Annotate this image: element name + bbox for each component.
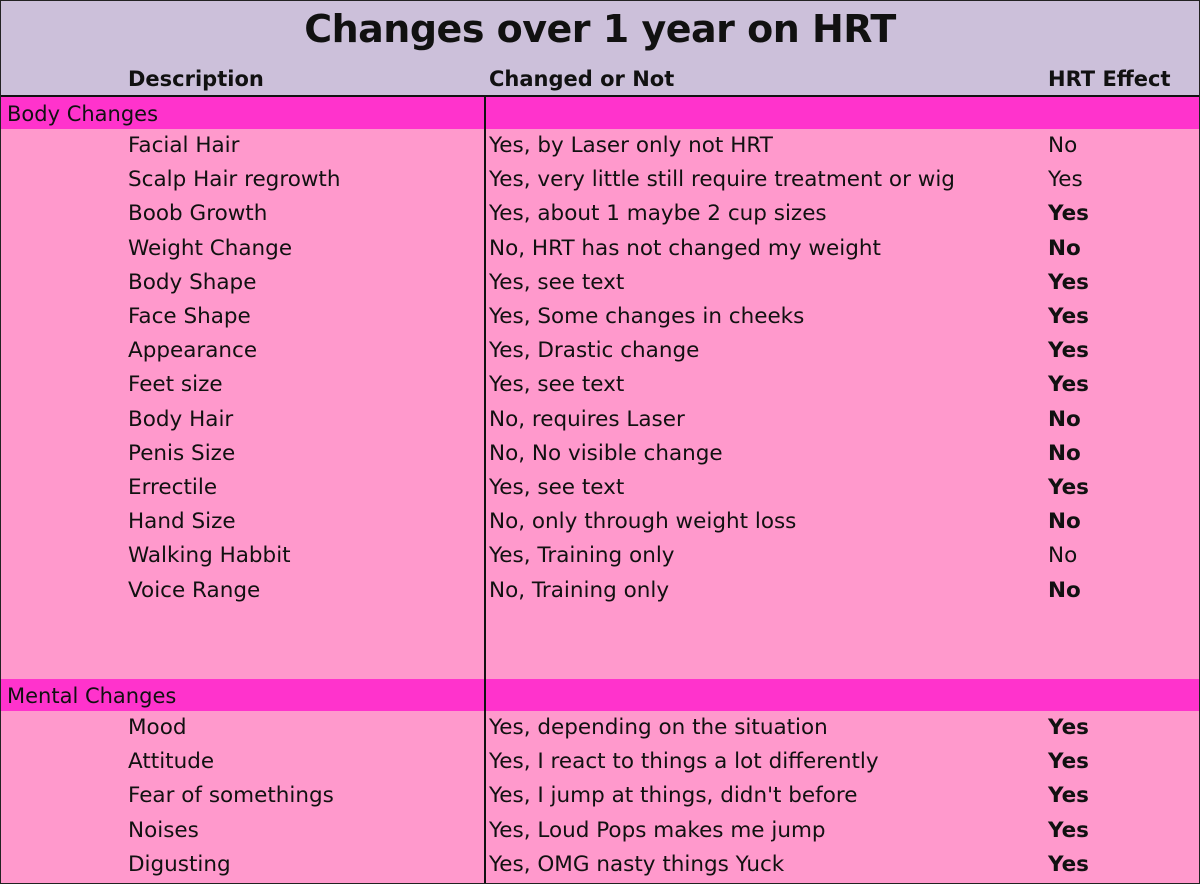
description-cell: Facial Hair: [128, 133, 240, 158]
changed-cell: No, only through weight loss: [489, 509, 797, 535]
description-cell: Boob Growth: [128, 201, 268, 227]
table-row: Digusting Yes, OMG nasty things Yuck Yes: [1, 850, 1199, 883]
description-cell: Attitude: [128, 749, 215, 775]
effect-cell: Yes: [1048, 338, 1089, 364]
table-row: Appearance Yes, Drastic change Yes: [1, 336, 1199, 370]
changed-cell: Yes, I react to things a lot differently: [489, 749, 879, 775]
changed-cell: Yes, see text: [489, 475, 625, 500]
section-label: Body Changes: [7, 102, 159, 126]
effect-cell: Yes: [1048, 269, 1089, 295]
description-cell: Penis Size: [128, 440, 236, 466]
description-cell: Face Shape: [128, 304, 251, 329]
table-row: Fear of somethings Yes, I jump at things,…: [1, 781, 1199, 815]
table-row: Facial Hair Yes, by Laser only not HRT No: [1, 131, 1199, 165]
description-cell: Body Shape: [128, 269, 257, 295]
description-cell: Fear of somethings: [128, 783, 334, 809]
description-cell: Mood: [128, 715, 187, 740]
table-row: Penis Size No, No visible change No: [1, 439, 1199, 473]
table-row: Mood Yes, depending on the situation Yes: [1, 713, 1199, 747]
table-row: Noises Yes, Loud Pops makes me jump Yes: [1, 816, 1199, 850]
changed-cell: Yes, Loud Pops makes me jump: [489, 817, 826, 843]
effect-cell: Yes: [1048, 475, 1089, 500]
effect-cell: Yes: [1048, 304, 1089, 329]
changed-cell: No, requires Laser: [489, 406, 685, 432]
table-row: Face Shape Yes, Some changes in cheeks Yes: [1, 302, 1199, 336]
effect-cell: Yes: [1048, 783, 1089, 809]
changed-cell: Yes, very little still require treatment…: [489, 167, 955, 193]
column-header-changed: Changed or Not: [489, 67, 675, 91]
changed-cell: Yes, about 1 maybe 2 cup sizes: [489, 201, 827, 227]
description-cell: Feet size: [128, 372, 223, 398]
changed-cell: No, Training only: [489, 577, 670, 603]
changed-cell: Yes, Drastic change: [489, 338, 700, 364]
changed-cell: Yes, Training only: [489, 543, 675, 569]
changed-cell: Yes, see text: [489, 372, 625, 398]
description-cell: Walking Habbit: [128, 543, 291, 569]
table-row: Walking Habbit Yes, Training only No: [1, 541, 1199, 575]
effect-cell: Yes: [1048, 167, 1083, 193]
column-header-effect: HRT Effect: [1048, 67, 1171, 91]
table-row: Attitude Yes, I react to things a lot dif…: [1, 747, 1199, 781]
effect-cell: No: [1048, 406, 1081, 432]
changed-cell: Yes, I jump at things, didn't before: [489, 783, 858, 809]
table-row: Scalp Hair regrowth Yes, very little stil…: [1, 165, 1199, 199]
effect-cell: Yes: [1048, 372, 1089, 398]
section-band: Body Changes: [1, 97, 1199, 129]
effect-cell: No: [1048, 509, 1081, 535]
table-row: Body Shape Yes, see text Yes: [1, 268, 1199, 302]
effect-cell: Yes: [1048, 817, 1089, 843]
table-row: Voice Range No, Training only No: [1, 576, 1199, 610]
effect-cell: No: [1048, 440, 1081, 466]
effect-cell: No: [1048, 133, 1078, 158]
column-divider: [484, 95, 486, 883]
description-cell: Noises: [128, 817, 199, 843]
effect-cell: No: [1048, 543, 1078, 569]
effect-cell: No: [1048, 577, 1081, 603]
description-cell: Body Hair: [128, 406, 234, 432]
changed-cell: Yes, depending on the situation: [489, 715, 828, 740]
changed-cell: Yes, see text: [489, 269, 625, 295]
column-header-description: Description: [128, 67, 264, 91]
changed-cell: Yes, OMG nasty things Yuck: [489, 851, 785, 877]
effect-cell: No: [1048, 235, 1081, 261]
effect-cell: Yes: [1048, 749, 1089, 775]
description-cell: Digusting: [128, 851, 231, 877]
table-row: Boob Growth Yes, about 1 maybe 2 cup size…: [1, 199, 1199, 233]
changed-cell: No, No visible change: [489, 440, 723, 466]
description-cell: Weight Change: [128, 235, 293, 261]
section-label: Mental Changes: [7, 684, 177, 708]
changed-cell: Yes, by Laser only not HRT: [489, 133, 773, 158]
table-title: Changes over 1 year on HRT: [304, 7, 896, 51]
table-row: Weight Change No, HRT has not changed my …: [1, 234, 1199, 268]
table-row: Errectile Yes, see text Yes: [1, 473, 1199, 507]
description-cell: Voice Range: [128, 577, 261, 603]
table-row: Feet size Yes, see text Yes: [1, 370, 1199, 404]
effect-cell: Yes: [1048, 715, 1089, 740]
description-cell: Errectile: [128, 475, 218, 500]
effect-cell: Yes: [1048, 201, 1089, 227]
description-cell: Appearance: [128, 338, 258, 364]
table-row: Hand Size No, only through weight loss No: [1, 507, 1199, 541]
description-cell: Hand Size: [128, 509, 236, 535]
section-band: Mental Changes: [1, 679, 1199, 711]
table-header: Changes over 1 year on HRT Description C…: [1, 1, 1199, 97]
changed-cell: No, HRT has not changed my weight: [489, 235, 881, 261]
changed-cell: Yes, Some changes in cheeks: [489, 304, 805, 329]
effect-cell: Yes: [1048, 851, 1089, 877]
description-cell: Scalp Hair regrowth: [128, 167, 341, 193]
table-row: Body Hair No, requires Laser No: [1, 405, 1199, 439]
